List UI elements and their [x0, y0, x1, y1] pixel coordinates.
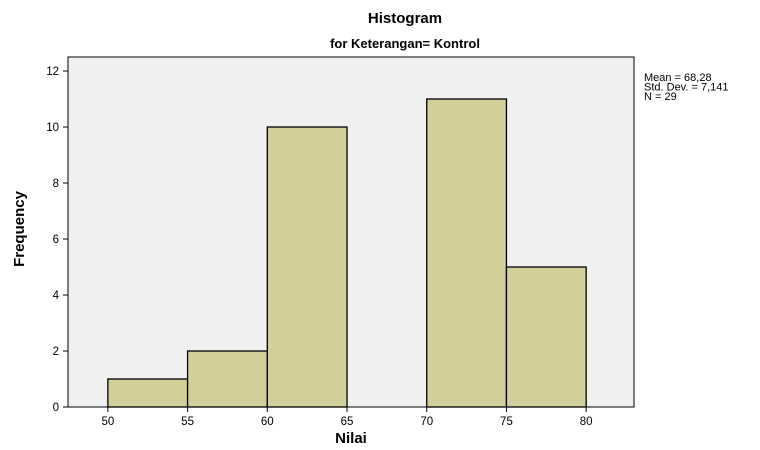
x-tick-label: 75	[500, 416, 513, 428]
x-tick-label: 65	[341, 416, 354, 428]
x-axis-label: Nilai	[335, 430, 367, 447]
x-tick-label: 55	[181, 416, 194, 428]
y-tick-label: 6	[53, 234, 59, 246]
y-tick-label: 12	[46, 66, 59, 78]
y-tick-label: 4	[53, 290, 60, 302]
y-axis-label: Frequency	[11, 190, 28, 267]
histogram-bar	[505, 266, 587, 408]
y-tick-label: 10	[46, 122, 59, 134]
y-tick-label: 0	[53, 402, 59, 414]
x-axis: 50 55 60 65 70 75 80	[101, 407, 593, 428]
y-tick-label: 8	[53, 178, 59, 190]
stats-line: N = 29	[644, 91, 677, 103]
histogram-bar	[426, 98, 508, 408]
bars-group	[107, 98, 587, 408]
chart-subtitle: for Keterangan= Kontrol	[330, 36, 480, 51]
histogram-bar	[266, 126, 348, 408]
x-tick-label: 60	[261, 416, 274, 428]
y-tick-label: 2	[53, 346, 59, 358]
stats-line: Mean = 68,28	[644, 72, 712, 84]
x-tick-label: 50	[101, 416, 114, 428]
stats-line: Std. Dev. = 7,141	[644, 82, 729, 94]
x-tick-label: 80	[580, 416, 593, 428]
histogram-bar	[107, 378, 189, 408]
y-axis: 0 2 4 6 8 10 12	[46, 66, 68, 414]
histogram-bar	[186, 350, 268, 408]
x-tick-label: 70	[420, 416, 433, 428]
chart-title: Histogram	[368, 10, 442, 27]
